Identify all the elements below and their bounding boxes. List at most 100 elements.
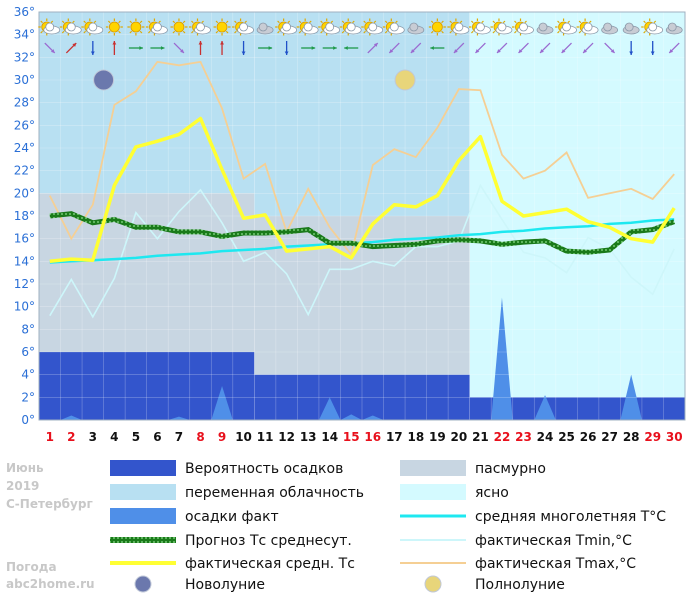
- sun-ray: [341, 30, 345, 34]
- sun-ray: [158, 20, 161, 24]
- cloudy-icon-day-30: [665, 22, 683, 35]
- sun-ray: [578, 30, 582, 34]
- sun-ray: [395, 20, 398, 24]
- sun-ray: [93, 20, 97, 24]
- legend-swatch: [110, 460, 176, 476]
- partly-cloudy-icon-day-17: [382, 18, 405, 36]
- legend-label: Прогноз Тс среднесут.: [185, 533, 352, 549]
- sun-ray: [298, 30, 302, 34]
- cloudy-icon-day-18: [407, 22, 425, 35]
- wind-arrow-head: [112, 41, 117, 45]
- sun-ray: [441, 30, 444, 34]
- y-tick-label: 18°: [14, 209, 35, 223]
- x-tick-day-29: 29: [644, 430, 661, 444]
- sun-ray: [514, 20, 517, 24]
- cloudy-icon-day-28: [622, 22, 640, 35]
- sun-ray: [524, 20, 527, 24]
- wind-arrow-day-24: [539, 42, 551, 54]
- sun-ray: [557, 30, 560, 34]
- wind-arrow-day-6: [150, 46, 165, 50]
- sunny-icon-day-19: [428, 18, 446, 36]
- legend-item-actual_avg: фактическая средн. Тс: [110, 556, 355, 572]
- sun-ray: [182, 30, 186, 34]
- y-tick-label: 8°: [21, 322, 35, 336]
- x-tick-day-22: 22: [494, 430, 511, 444]
- sun-ray: [643, 20, 646, 24]
- sun-ray: [430, 20, 434, 24]
- wind-arrow-day-28: [629, 41, 634, 55]
- y-tick-label: 0°: [21, 413, 35, 427]
- wind-arrow-head: [497, 49, 501, 53]
- x-axis: 1 2 3 4 5 6 7 8 9 10 11 12 13 14 15 16 17 18 19 20 21 22 23 24 2…: [46, 430, 683, 444]
- wind-arrow-day-13: [301, 46, 316, 50]
- cloud-puff: [583, 22, 593, 32]
- wind-arrow-head: [333, 46, 337, 50]
- y-axis: 0° 2° 4° 6° 8° 10° 12° 14° 16° 18° 20° 22° 24° 26° 28°…: [14, 5, 35, 427]
- sun-ray: [298, 20, 302, 24]
- wind-arrow-day-18: [410, 42, 422, 54]
- legend-item-precip_actual: осадки факт: [110, 508, 279, 525]
- sun-ray: [147, 20, 151, 24]
- legend-item-partly_cloudy: переменная облачность: [110, 484, 364, 501]
- sun-ray: [129, 20, 133, 24]
- wind-arrow-day-9: [220, 41, 224, 55]
- sun-ray: [481, 20, 484, 24]
- x-tick-day-18: 18: [407, 430, 424, 444]
- cloud-puff: [389, 22, 399, 32]
- sun-ray: [40, 30, 43, 34]
- wind-arrow-day-30: [668, 42, 680, 54]
- caption-city: С-Петербург: [6, 497, 93, 511]
- sun-disc: [108, 21, 120, 33]
- x-tick-day-19: 19: [429, 430, 446, 444]
- y-tick-label: 36°: [14, 5, 35, 19]
- sun-ray: [234, 30, 237, 34]
- x-tick-day-8: 8: [196, 430, 204, 444]
- x-tick-day-12: 12: [278, 430, 295, 444]
- wind-arrow-head: [583, 49, 587, 53]
- sun-ray: [287, 20, 291, 24]
- partly-cloudy-icon-day-16: [361, 18, 384, 36]
- precip-actual-peak-day-2: [60, 415, 83, 420]
- wind-arrow-day-7: [173, 42, 185, 54]
- sun-ray: [147, 30, 151, 34]
- sun-ray: [567, 20, 571, 24]
- legend-swatch: [110, 484, 176, 500]
- sun-disc: [431, 21, 443, 33]
- wind-arrow-day-1: [44, 42, 56, 54]
- wind-arrow-day-17: [388, 42, 400, 54]
- partly-cloudy-icon-day-3: [81, 18, 104, 36]
- cloud-puff: [648, 22, 658, 32]
- sun-ray: [384, 20, 388, 24]
- legend-item-precip_probability: Вероятность осадков: [110, 460, 343, 477]
- wind-arrow-day-27: [604, 42, 616, 54]
- y-tick-label: 24°: [14, 141, 35, 155]
- x-tick-day-21: 21: [472, 430, 489, 444]
- wind-arrow-head: [475, 49, 480, 53]
- full-moon-icon: [394, 69, 416, 91]
- x-tick-day-9: 9: [218, 430, 226, 444]
- sun-ray: [107, 20, 111, 24]
- cloud-band-1: [39, 193, 255, 352]
- new-moon-icon: [93, 69, 115, 91]
- legend-label: переменная облачность: [185, 485, 364, 501]
- x-tick-day-15: 15: [343, 430, 360, 444]
- x-tick-day-11: 11: [257, 430, 274, 444]
- sun-ray: [182, 20, 186, 24]
- wind-arrow-head: [198, 41, 203, 45]
- wind-arrow-day-8: [198, 41, 203, 55]
- legend-label: Новолуние: [185, 577, 265, 593]
- legend-item-full_moon: Полнолуние: [424, 575, 565, 593]
- wind-arrow-head: [373, 43, 378, 47]
- x-tick-day-13: 13: [300, 430, 317, 444]
- x-tick-day-10: 10: [235, 430, 252, 444]
- cloud-puff: [325, 22, 335, 32]
- x-tick-day-2: 2: [67, 430, 75, 444]
- x-tick-day-17: 17: [386, 430, 403, 444]
- cloud-puff: [346, 22, 356, 32]
- partly-cloudy-icon-day-14: [318, 18, 341, 36]
- sun-ray: [215, 20, 219, 24]
- sunny-icon-day-5: [127, 18, 145, 36]
- x-tick-day-28: 28: [623, 430, 640, 444]
- sun-ray: [118, 20, 121, 24]
